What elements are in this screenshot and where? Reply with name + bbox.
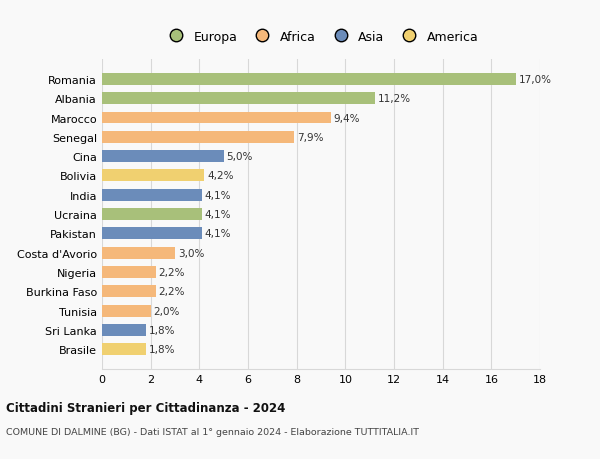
Text: 3,0%: 3,0% xyxy=(178,248,204,258)
Text: 7,9%: 7,9% xyxy=(297,133,323,142)
Bar xyxy=(102,93,374,105)
Bar xyxy=(102,151,224,163)
Bar xyxy=(102,247,175,259)
Bar xyxy=(102,266,155,278)
Text: 2,2%: 2,2% xyxy=(158,268,185,277)
Bar xyxy=(102,305,151,317)
Text: 2,2%: 2,2% xyxy=(158,287,185,297)
Bar xyxy=(102,285,155,297)
Text: 4,1%: 4,1% xyxy=(205,210,231,219)
Bar xyxy=(102,170,204,182)
Text: 4,2%: 4,2% xyxy=(207,171,233,181)
Text: COMUNE DI DALMINE (BG) - Dati ISTAT al 1° gennaio 2024 - Elaborazione TUTTITALIA: COMUNE DI DALMINE (BG) - Dati ISTAT al 1… xyxy=(6,427,419,436)
Bar xyxy=(102,112,331,124)
Bar xyxy=(102,208,202,221)
Text: 2,0%: 2,0% xyxy=(154,306,180,316)
Text: 9,4%: 9,4% xyxy=(334,113,360,123)
Text: Cittadini Stranieri per Cittadinanza - 2024: Cittadini Stranieri per Cittadinanza - 2… xyxy=(6,401,286,414)
Bar xyxy=(102,132,294,144)
Legend: Europa, Africa, Asia, America: Europa, Africa, Asia, America xyxy=(158,26,484,49)
Text: 17,0%: 17,0% xyxy=(518,75,551,85)
Text: 1,8%: 1,8% xyxy=(149,325,175,335)
Text: 11,2%: 11,2% xyxy=(377,94,410,104)
Text: 1,8%: 1,8% xyxy=(149,344,175,354)
Bar xyxy=(102,228,202,240)
Text: 5,0%: 5,0% xyxy=(227,152,253,162)
Text: 4,1%: 4,1% xyxy=(205,229,231,239)
Bar xyxy=(102,190,202,202)
Bar xyxy=(102,324,146,336)
Bar xyxy=(102,74,515,86)
Bar xyxy=(102,343,146,355)
Text: 4,1%: 4,1% xyxy=(205,190,231,200)
